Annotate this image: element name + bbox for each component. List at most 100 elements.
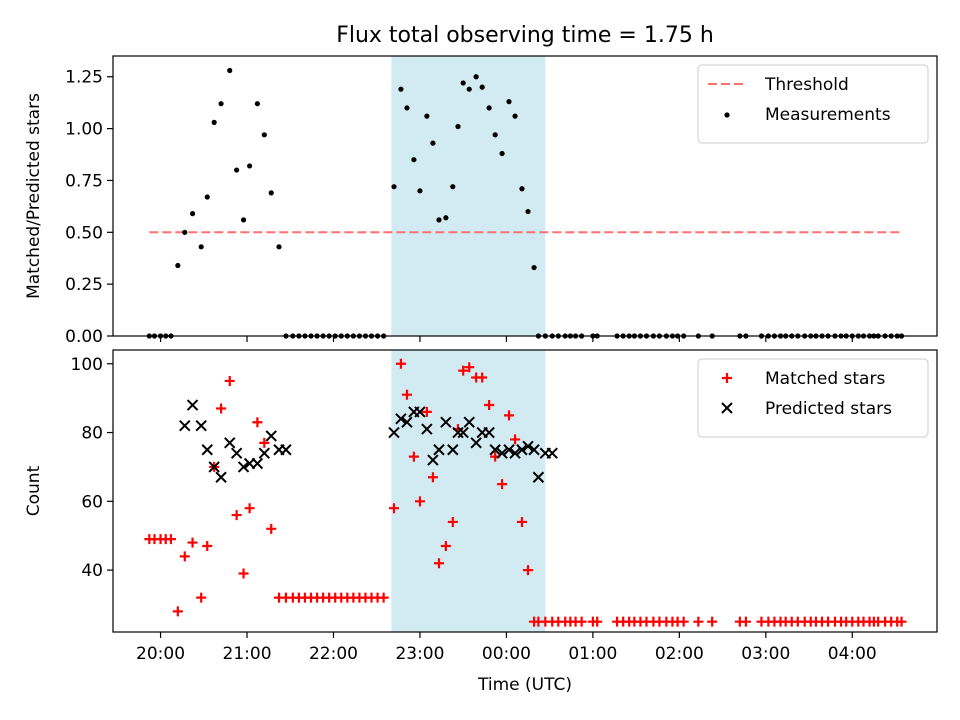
measurement-point	[479, 84, 485, 90]
xtick-label: 21:00	[223, 644, 272, 664]
measurement-point	[391, 184, 397, 190]
bottom-axes-frame	[112, 349, 938, 633]
matched-star-point	[202, 541, 213, 552]
chart-title: Flux total observing time = 1.75 h	[336, 23, 714, 48]
matched-star-point	[408, 451, 419, 462]
legend-label: Measurements	[765, 105, 891, 125]
predicted-star-point	[522, 440, 534, 453]
measurement-point	[525, 208, 531, 215]
measurement-point	[492, 132, 498, 138]
matched-star-point	[693, 616, 704, 627]
measurement-point	[268, 190, 274, 196]
matched-star-point	[259, 437, 270, 448]
predicted-star-point	[532, 471, 545, 483]
predicted-star-point	[195, 419, 207, 432]
predicted-star-point	[230, 447, 243, 459]
matched-star-point	[378, 592, 389, 603]
matched-star-point	[447, 516, 458, 527]
xlabel: Time (UTC)	[477, 675, 572, 695]
predicted-star-point	[258, 447, 271, 459]
measurement-point	[417, 188, 423, 194]
matched-star-point	[440, 541, 451, 552]
matched-star-point	[516, 516, 527, 527]
matched-star-point	[252, 417, 263, 428]
matched-star-point	[421, 406, 432, 417]
matched-star-point	[238, 568, 249, 579]
matched-star-point	[395, 358, 406, 369]
predicted-star-point	[224, 437, 236, 449]
legend-label: Predicted stars	[765, 399, 892, 419]
measurement-point	[240, 217, 247, 223]
bottom-ylabel: Count	[24, 465, 44, 516]
legend-predicted-swatch	[721, 402, 733, 414]
matched-star-point	[464, 362, 475, 373]
predicted-star-point	[215, 471, 227, 483]
legend-label: Threshold	[764, 75, 849, 95]
predicted-star-point	[388, 426, 400, 439]
measurement-point	[398, 86, 404, 92]
measurement-point	[198, 244, 204, 250]
xtick-label: 01:00	[568, 644, 617, 664]
predicted-star-point	[447, 444, 459, 456]
measurement-point	[247, 163, 253, 169]
measurement-point	[455, 123, 461, 130]
xtick-label: 04:00	[828, 644, 877, 664]
xtick-label: 22:00	[309, 644, 358, 664]
top-shaded-region	[391, 56, 546, 336]
predicted-star-point	[516, 444, 528, 456]
legend-label: Matched stars	[765, 369, 885, 389]
predicted-star-point	[528, 444, 540, 456]
top-legend-box	[697, 64, 929, 144]
measurement-point	[473, 74, 479, 80]
xtick-label: 00:00	[482, 644, 531, 664]
predicted-star-point	[414, 406, 426, 418]
measurement-point	[430, 140, 436, 146]
measurement-point	[424, 113, 430, 119]
bottom-legend-box	[697, 358, 929, 438]
bottom-shaded-region	[391, 350, 546, 632]
predicted-star-point	[457, 426, 469, 439]
measurement-point	[443, 215, 449, 221]
measurement-point	[204, 194, 210, 200]
measurement-point	[519, 186, 525, 192]
predicted-star-point	[489, 444, 501, 456]
matched-star-point	[523, 565, 534, 576]
predicted-star-point	[186, 399, 199, 411]
measurement-point	[531, 264, 537, 271]
bottom-ytick-label: 40	[81, 561, 103, 581]
measurement-point	[411, 157, 417, 163]
matched-star-point	[401, 389, 412, 400]
measurement-point	[486, 105, 492, 111]
matched-star-point	[224, 375, 235, 386]
predicted-star-point	[427, 454, 439, 466]
measurement-point	[499, 150, 505, 157]
top-ytick-label: 1.25	[65, 68, 103, 88]
xtick-label: 03:00	[741, 644, 790, 664]
measurement-point	[254, 101, 260, 107]
matched-star-point	[187, 537, 198, 548]
predicted-star-point	[463, 416, 475, 428]
predicted-star-point	[470, 437, 482, 449]
matched-star-point	[576, 616, 587, 627]
matched-star-point	[510, 434, 521, 445]
top-ytick-label: 0.75	[65, 171, 103, 191]
matched-star-point	[458, 365, 469, 376]
predicted-star-point	[395, 413, 407, 425]
matched-star-point	[477, 372, 488, 383]
predicted-star-point	[433, 444, 445, 456]
measurement-point	[436, 217, 442, 223]
predicted-star-point	[179, 419, 191, 432]
legend-matched-swatch	[722, 373, 732, 383]
legend-measurement-swatch	[724, 112, 730, 118]
matched-star-point	[896, 616, 907, 627]
bottom-ytick-label: 100	[71, 355, 103, 375]
xtick-label: 20:00	[136, 644, 185, 664]
predicted-star-point	[401, 416, 413, 428]
matched-star-point	[414, 496, 425, 507]
predicted-star-point	[208, 461, 220, 473]
xtick-label: 02:00	[655, 644, 704, 664]
top-ytick-label: 1.00	[65, 120, 103, 140]
matched-star-point	[266, 523, 277, 534]
bottom-ytick-label: 60	[81, 492, 103, 512]
measurement-point	[512, 113, 518, 119]
